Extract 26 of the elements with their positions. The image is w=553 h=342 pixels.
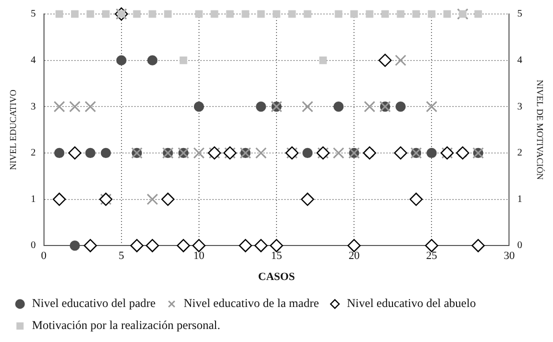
legend-label: Motivación por la realización personal. bbox=[32, 318, 220, 332]
y-tick-label: 0 bbox=[30, 240, 36, 252]
y2-tick-label: 3 bbox=[517, 101, 522, 112]
x-axis-title: CASOS bbox=[258, 271, 295, 284]
y-tick-label: 3 bbox=[30, 101, 36, 112]
y2-tick-label: 0 bbox=[517, 240, 522, 252]
x-tick-label: 15 bbox=[271, 250, 282, 262]
legend-label: Nivel educativo del abuelo bbox=[346, 296, 476, 310]
x-tick-label: 20 bbox=[348, 250, 360, 262]
x-tick-label: 10 bbox=[193, 250, 205, 262]
y2-tick-label: 5 bbox=[517, 8, 522, 20]
y2-tick-label: 1 bbox=[517, 194, 522, 205]
y-axis-title: NIVEL EDUCATIVO bbox=[8, 89, 18, 170]
y-tick-label: 1 bbox=[30, 194, 36, 205]
x-tick-label: 0 bbox=[41, 250, 48, 262]
y2-tick-label: 2 bbox=[517, 148, 522, 159]
y-tick-label: 5 bbox=[30, 8, 36, 20]
y2-axis-title: NIVEL DE MOTIVACIÓN bbox=[535, 80, 546, 180]
x-tick-label: 25 bbox=[426, 250, 438, 262]
legend-label: Nivel educativo del padre bbox=[32, 296, 156, 310]
x-tick-label: 30 bbox=[504, 250, 516, 262]
x-tick-label: 5 bbox=[118, 250, 125, 262]
y-tick-label: 2 bbox=[30, 148, 36, 159]
y2-tick-label: 4 bbox=[517, 54, 522, 66]
legend-label: Nivel educativo de la madre bbox=[184, 296, 319, 310]
y-tick-label: 4 bbox=[30, 54, 36, 66]
